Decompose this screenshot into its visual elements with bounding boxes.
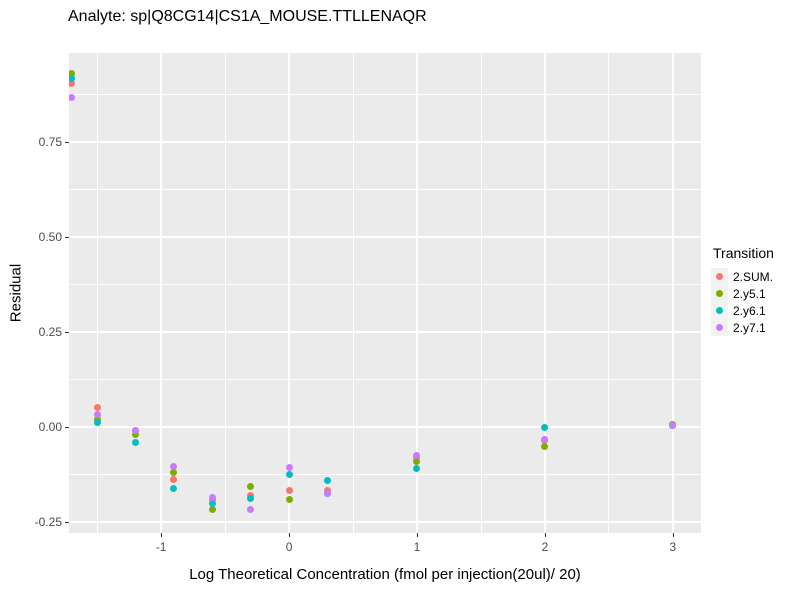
y-axis-tick-label: 0.50 bbox=[38, 229, 62, 244]
gridline-minor-h bbox=[69, 284, 701, 285]
legend-entry: 2.SUM. bbox=[711, 268, 774, 285]
legend-key bbox=[711, 319, 728, 336]
gridline-minor-v bbox=[224, 53, 226, 533]
data-point bbox=[285, 470, 293, 478]
y-axis-tick-label: 0.75 bbox=[38, 134, 62, 149]
x-axis-tick-label: 2 bbox=[541, 540, 549, 554]
x-axis-tick-label: 0 bbox=[285, 540, 293, 554]
data-point bbox=[413, 452, 421, 460]
legend: Transition 2.SUM. 2.y5.1 2.y6.1 2.y7.1 bbox=[711, 245, 774, 336]
legend-entry: 2.y7.1 bbox=[711, 319, 774, 336]
data-point bbox=[132, 431, 140, 439]
gridline-minor-v bbox=[608, 53, 610, 533]
gridline-minor-h bbox=[69, 474, 701, 475]
gridline-minor-h bbox=[69, 94, 701, 95]
data-point bbox=[170, 475, 178, 483]
gridline-major-h bbox=[69, 331, 701, 333]
data-point bbox=[323, 490, 331, 498]
legend-entry-label: 2.y7.1 bbox=[733, 320, 766, 335]
y-axis-tick bbox=[65, 426, 69, 428]
y-axis-tick-label: 0.00 bbox=[38, 419, 62, 434]
x-axis-tick bbox=[289, 533, 291, 537]
legend-dot bbox=[716, 273, 723, 280]
gridline-major-v bbox=[288, 53, 290, 533]
x-axis-tick bbox=[672, 533, 674, 537]
plot-title: Analyte: sp|Q8CG14|CS1A_MOUSE.TTLLENAQR bbox=[68, 8, 427, 25]
data-point bbox=[285, 495, 293, 503]
data-point bbox=[541, 436, 549, 444]
data-point bbox=[208, 493, 216, 501]
legend-entry: 2.y5.1 bbox=[711, 285, 774, 302]
data-point bbox=[285, 486, 293, 494]
x-axis-tick bbox=[544, 533, 546, 537]
data-point bbox=[285, 463, 293, 471]
x-axis-tick-label: 3 bbox=[669, 540, 677, 554]
x-axis-tick-label: 1 bbox=[413, 540, 421, 554]
gridline-major-v bbox=[160, 53, 162, 533]
gridline-major-h bbox=[69, 521, 701, 523]
data-point bbox=[541, 424, 549, 432]
y-axis-tick bbox=[65, 236, 69, 238]
data-point bbox=[247, 505, 255, 513]
gridline-minor-v bbox=[480, 53, 482, 533]
data-point bbox=[208, 499, 216, 507]
gridline-major-h bbox=[69, 426, 701, 428]
gridline-major-h bbox=[69, 236, 701, 238]
data-point bbox=[132, 426, 140, 434]
gridline-major-v bbox=[416, 53, 418, 533]
y-axis-tick bbox=[65, 141, 69, 143]
x-axis-tick-label: -1 bbox=[155, 540, 167, 554]
x-axis-tick bbox=[416, 533, 418, 537]
legend-dot bbox=[716, 324, 723, 331]
data-point bbox=[323, 477, 331, 485]
gridline-minor-h bbox=[69, 189, 701, 190]
data-point bbox=[413, 458, 421, 466]
data-point bbox=[69, 74, 76, 82]
y-axis-tick bbox=[65, 331, 69, 333]
legend-entry-label: 2.y6.1 bbox=[733, 303, 766, 318]
data-point bbox=[69, 79, 76, 87]
gridline-minor-h bbox=[69, 379, 701, 380]
data-point bbox=[247, 494, 255, 502]
data-point bbox=[170, 484, 178, 492]
legend-rows: 2.SUM. 2.y5.1 2.y6.1 2.y7.1 bbox=[711, 268, 774, 336]
data-point bbox=[669, 422, 677, 430]
gridline-minor-v bbox=[96, 53, 98, 533]
y-axis-tick-label: -0.25 bbox=[34, 514, 62, 529]
legend-key bbox=[711, 268, 728, 285]
gridline-major-h bbox=[69, 141, 701, 143]
legend-entry-label: 2.SUM. bbox=[733, 269, 774, 284]
gridline-major-v bbox=[672, 53, 674, 533]
data-point bbox=[208, 506, 216, 514]
legend-title: Transition bbox=[713, 245, 774, 261]
legend-dot bbox=[716, 307, 723, 314]
data-point bbox=[69, 70, 76, 78]
legend-entry-label: 2.y5.1 bbox=[733, 286, 766, 301]
y-axis-label: Residual bbox=[7, 263, 25, 323]
data-point bbox=[413, 464, 421, 472]
plot-panel bbox=[69, 53, 701, 533]
legend-key bbox=[711, 302, 728, 319]
data-point bbox=[93, 411, 101, 419]
gridline-minor-v bbox=[352, 53, 354, 533]
data-point bbox=[170, 462, 178, 470]
y-axis-tick-label: 0.25 bbox=[38, 324, 62, 339]
x-axis-tick bbox=[161, 533, 163, 537]
x-axis-label: Log Theoretical Concentration (fmol per … bbox=[189, 566, 581, 583]
data-point bbox=[132, 439, 140, 447]
legend-dot bbox=[716, 290, 723, 297]
legend-entry: 2.y6.1 bbox=[711, 302, 774, 319]
data-point bbox=[93, 418, 101, 426]
gridline-major-v bbox=[544, 53, 546, 533]
data-point bbox=[541, 443, 549, 451]
data-point bbox=[247, 483, 255, 491]
data-point bbox=[93, 404, 101, 412]
y-axis-tick bbox=[65, 521, 69, 523]
legend-key bbox=[711, 285, 728, 302]
data-point bbox=[69, 93, 76, 101]
data-point bbox=[170, 468, 178, 476]
